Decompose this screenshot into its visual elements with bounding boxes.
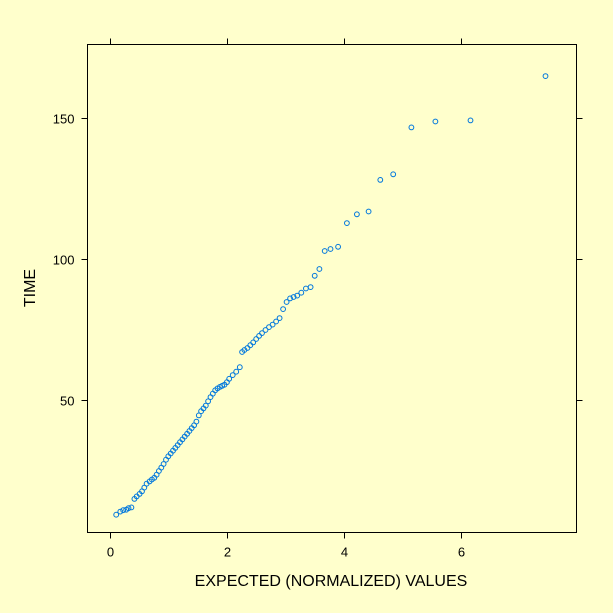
data-point: [259, 330, 265, 337]
data-point: [307, 284, 314, 291]
data-point: [128, 504, 135, 511]
data-point: [344, 220, 350, 227]
y-tick-label: 100: [53, 253, 75, 268]
data-point: [276, 315, 283, 322]
data-point: [280, 306, 287, 313]
data-point: [120, 507, 127, 514]
data-point: [335, 243, 342, 250]
data-point: [311, 272, 318, 279]
data-point: [467, 117, 474, 124]
data-point: [432, 118, 439, 125]
x-axis-label: EXPECTED (NORMALIZED) VALUES: [195, 573, 468, 590]
data-point: [125, 505, 132, 512]
data-point: [287, 295, 294, 302]
data-point: [283, 299, 290, 305]
data-point: [195, 412, 202, 419]
y-tick-label: 50: [60, 394, 74, 409]
data-point: [160, 461, 167, 467]
data-point: [354, 211, 360, 218]
data-point: [365, 208, 372, 215]
data-point: [233, 368, 240, 375]
y-tick-label: 150: [53, 112, 75, 127]
data-point: [205, 398, 212, 405]
y-axis: 50 100 150: [53, 112, 583, 409]
data-point: [390, 171, 397, 178]
x-tick-label: 0: [107, 545, 114, 560]
data-point: [113, 511, 120, 518]
x-tick-label: 4: [341, 545, 348, 560]
data-point: [117, 508, 124, 515]
data-point: [202, 402, 209, 409]
data-point: [408, 124, 415, 131]
x-tick-label: 2: [224, 545, 231, 560]
data-point: [193, 418, 200, 425]
data-point: [236, 364, 243, 371]
data-point: [226, 375, 233, 382]
data-point: [377, 177, 384, 183]
data-point: [250, 339, 257, 346]
data-points: [113, 73, 549, 518]
data-point: [316, 266, 323, 272]
x-axis: 0 2 4 6: [107, 38, 465, 560]
data-point: [542, 73, 549, 79]
data-point: [290, 294, 297, 300]
data-point: [327, 246, 334, 252]
data-point: [262, 327, 269, 333]
data-point: [253, 336, 260, 342]
data-point: [321, 248, 328, 254]
data-point: [298, 289, 305, 296]
data-point: [269, 321, 276, 328]
data-point: [229, 372, 236, 379]
data-point: [273, 318, 280, 325]
plot-frame: [87, 44, 577, 533]
y-axis-label: TIME: [22, 269, 39, 307]
x-tick-label: 6: [458, 545, 465, 560]
data-point: [294, 292, 301, 299]
